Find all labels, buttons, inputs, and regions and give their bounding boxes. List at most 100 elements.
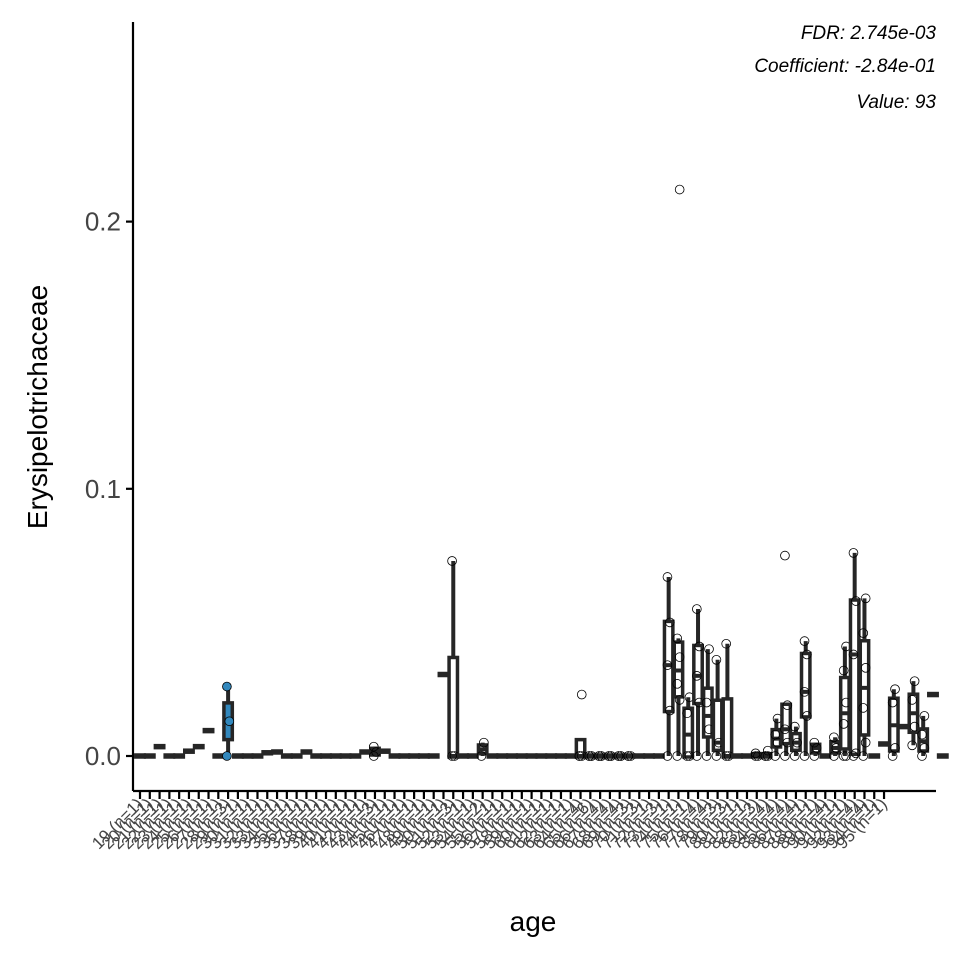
point-73-0	[848, 751, 859, 761]
box-68	[799, 636, 812, 761]
point-74-1	[860, 737, 871, 748]
point-32-0	[447, 751, 457, 761]
point-55-0	[672, 751, 683, 761]
box-1	[143, 753, 156, 759]
point-68-1	[802, 711, 812, 721]
point-55-5	[674, 184, 685, 195]
box-25	[378, 748, 391, 754]
box-5	[183, 748, 195, 754]
box-6	[192, 743, 205, 750]
point-74-5	[860, 593, 871, 604]
point-80-2	[917, 729, 927, 740]
point-65-0	[770, 751, 780, 761]
box-35	[476, 737, 489, 761]
plot-area	[134, 184, 949, 761]
box-70	[819, 753, 832, 759]
point-9-2	[222, 681, 232, 692]
box-65	[770, 713, 783, 761]
point-74-4	[858, 628, 869, 638]
point-77-2	[887, 697, 898, 708]
box-21	[339, 753, 352, 759]
point-63-0	[750, 751, 761, 761]
box-body-56	[682, 706, 695, 759]
box-69	[809, 737, 822, 761]
point-65-2	[770, 729, 780, 740]
box-57	[692, 604, 705, 761]
box-77	[887, 684, 900, 761]
point-72-2	[838, 719, 849, 729]
point-9-0	[222, 751, 232, 761]
box-13	[261, 750, 274, 756]
point-54-1	[665, 705, 675, 716]
box-15	[280, 753, 293, 759]
point-66-2	[780, 724, 790, 735]
box-28	[408, 753, 421, 759]
box-26	[388, 753, 401, 759]
point-69-2	[809, 737, 820, 748]
box-body-60	[721, 697, 734, 759]
point-60-2	[721, 638, 731, 649]
y-axis-title: Erysipelotrichaceae	[22, 285, 53, 529]
box-34	[466, 753, 479, 759]
box-29	[417, 753, 430, 759]
box-30	[427, 753, 440, 759]
box-36	[486, 753, 499, 759]
point-69-1	[811, 743, 822, 753]
point-80-3	[919, 711, 930, 721]
point-74-3	[860, 663, 871, 673]
annotation-fdr: FDR: 2.745e-03	[801, 23, 937, 44]
box-55	[672, 184, 685, 761]
box-43	[555, 753, 567, 759]
point-77-1	[890, 743, 900, 753]
point-71-2	[829, 732, 839, 743]
box-32	[447, 556, 460, 761]
box-75	[868, 753, 881, 759]
point-74-2	[858, 703, 869, 713]
point-58-2	[701, 697, 712, 708]
y-tick-label-0: 0.0	[85, 741, 121, 771]
box-62	[741, 753, 753, 759]
y-tick-label-1: 0.1	[85, 474, 121, 504]
box-52	[643, 753, 656, 759]
box-body-68	[799, 651, 812, 719]
point-72-4	[838, 665, 849, 676]
point-59-2	[711, 655, 722, 665]
point-67-2	[789, 721, 800, 732]
point-55-2	[672, 679, 683, 689]
box-3	[163, 753, 176, 759]
point-60-0	[721, 751, 731, 761]
point-54-2	[662, 660, 673, 670]
box-23	[359, 749, 372, 755]
point-68-3	[802, 649, 812, 660]
box-41	[535, 753, 548, 759]
box-4	[173, 753, 186, 759]
box-38	[506, 753, 518, 759]
box-17	[300, 749, 313, 755]
point-57-4	[692, 604, 702, 614]
point-64-3	[762, 745, 773, 756]
point-9-1	[224, 716, 235, 727]
point-67-0	[789, 751, 800, 761]
point-79-3	[909, 676, 920, 686]
box-body-73	[848, 598, 861, 757]
box-16	[290, 753, 303, 759]
box-22	[349, 753, 362, 759]
point-64-1	[762, 751, 773, 761]
box-9	[222, 681, 235, 761]
box-27	[398, 753, 411, 759]
point-35-0	[476, 751, 487, 761]
point-58-3	[704, 644, 714, 654]
box-56	[682, 692, 695, 761]
box-44	[564, 753, 577, 759]
box-64	[760, 745, 773, 761]
box-2	[153, 743, 166, 750]
point-68-4	[799, 636, 810, 646]
point-73-1	[851, 748, 861, 759]
point-79-1	[909, 721, 920, 732]
point-73-4	[848, 548, 859, 558]
annotation-value: Value: 93	[856, 92, 936, 113]
point-79-0	[907, 740, 918, 751]
point-66-3	[782, 700, 793, 711]
point-56-0	[682, 751, 692, 761]
